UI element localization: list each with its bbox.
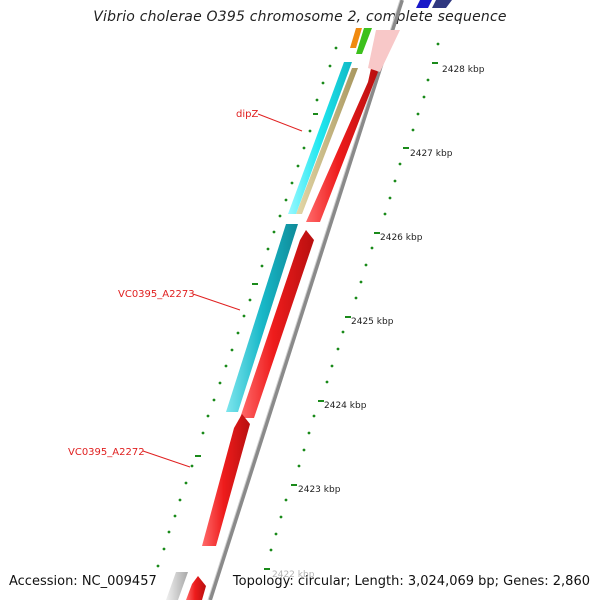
- gene-VC0395_A2273[interactable]: [226, 224, 298, 412]
- gene-dipZ-tan[interactable]: [296, 68, 358, 214]
- gene-label-leader: [192, 293, 241, 311]
- gene-label-leader: [142, 450, 191, 468]
- gene-arrow-forward[interactable]: [202, 414, 250, 546]
- gene-grey-partial[interactable]: [166, 572, 188, 600]
- scale-label: 2428 kbp: [442, 65, 485, 75]
- gene-arrow-orange[interactable]: [350, 28, 362, 48]
- scale-label: 2424 kbp: [324, 401, 367, 411]
- scale-label: 2423 kbp: [298, 485, 341, 495]
- inner-tick-column: [156, 46, 338, 568]
- gene-label-VC0395_A2272[interactable]: VC0395_A2272: [68, 447, 145, 458]
- gene-arrow-forward[interactable]: [186, 576, 206, 600]
- gene-arrow-blue[interactable]: [416, 0, 432, 8]
- chromosome-axis-highlight: [207, 0, 401, 600]
- outer-tick-column: [264, 42, 440, 570]
- gene-label-dipZ[interactable]: dipZ: [236, 109, 258, 120]
- gene-label-VC0395_A2273[interactable]: VC0395_A2273: [118, 289, 195, 300]
- gene-arrow-navy[interactable]: [432, 0, 452, 8]
- gene-arrow-green[interactable]: [356, 28, 372, 54]
- gene-dipZ-cyan[interactable]: [288, 62, 352, 214]
- map-title: Vibrio cholerae O395 chromosome 2, compl…: [93, 9, 507, 25]
- gene-arrow-forward-partial[interactable]: [368, 30, 400, 72]
- scale-label: 2427 kbp: [410, 149, 453, 159]
- gene-label-leader: [257, 113, 303, 132]
- scale-label: 2426 kbp: [380, 233, 423, 243]
- chromosome-axis: [208, 0, 404, 600]
- topology-text: Topology: circular; Length: 3,024,069 bp…: [232, 574, 590, 589]
- scale-label: 2425 kbp: [351, 317, 394, 327]
- gene-arrow-forward[interactable]: [306, 64, 378, 222]
- accession-text: Accession: NC_009457: [9, 574, 157, 589]
- scale-label: 2422 kbp: [272, 570, 315, 580]
- gene-arrow-forward[interactable]: [240, 230, 314, 418]
